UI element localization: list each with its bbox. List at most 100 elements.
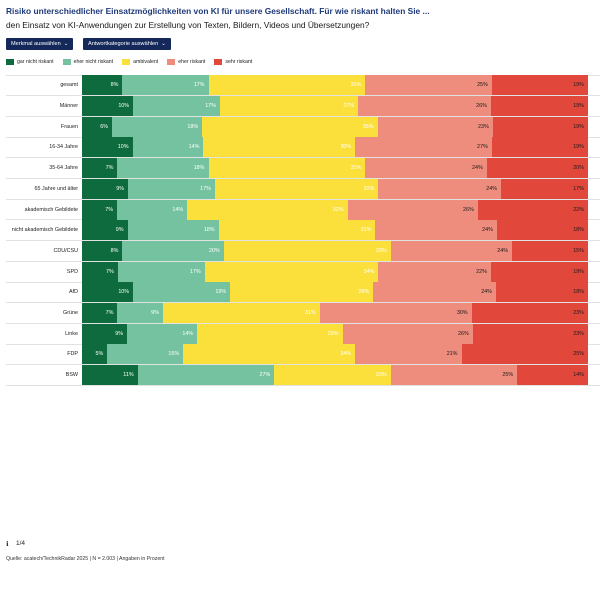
data-label: 31% <box>350 165 362 172</box>
feature-select-label: Merkmal auswählen <box>11 41 61 47</box>
bar-segment <box>471 303 589 323</box>
data-label: 23% <box>478 123 489 130</box>
answer-category-dropdown[interactable]: Antwortkategorie auswählen ⌄ <box>83 38 171 50</box>
row-separator <box>6 385 600 386</box>
category-label: BSW <box>65 372 78 379</box>
bar-segment <box>82 158 118 179</box>
data-label: 17% <box>573 185 584 192</box>
row-separator <box>6 74 600 76</box>
legend-swatch <box>6 59 14 65</box>
bar-segment <box>377 116 494 137</box>
legend-item: sehr riskant <box>214 59 252 65</box>
data-label: 26% <box>476 103 487 109</box>
bar-segment <box>133 96 221 116</box>
data-label: 18% <box>193 165 205 172</box>
legend-swatch <box>167 59 176 65</box>
bar-segment <box>137 365 275 386</box>
data-label: 17% <box>200 185 211 192</box>
bar-segment <box>122 240 224 261</box>
bar-segment <box>512 240 589 261</box>
legend-label: gar nicht riskant <box>17 59 54 65</box>
category-label: FDP <box>67 351 78 358</box>
bar-segment <box>82 344 108 365</box>
bar-segment <box>203 137 356 158</box>
bar-segment <box>82 303 118 323</box>
data-label: 22% <box>573 206 584 213</box>
bar-segment <box>127 220 219 241</box>
data-label: 35% <box>362 123 374 130</box>
data-label: 7% <box>105 206 114 213</box>
data-label: 31% <box>350 82 362 89</box>
chart-title: Risiko unterschiedlicher Einsatzmöglichk… <box>6 6 430 16</box>
page-indicator: 1/4 <box>16 540 26 547</box>
data-label: 31% <box>360 227 372 234</box>
legend-swatch <box>214 59 223 65</box>
data-label: 7% <box>105 165 114 172</box>
bar-segment <box>162 303 321 323</box>
legend-item: gar nicht riskant <box>6 59 54 65</box>
data-label: 14% <box>188 144 200 151</box>
data-label: 7% <box>105 268 114 275</box>
bar-segment <box>274 365 391 386</box>
bar-segment <box>214 178 379 199</box>
bar-segment <box>82 199 118 220</box>
data-label: 27% <box>343 103 354 109</box>
answer-select-label: Antwortkategorie auswählen <box>88 41 159 47</box>
bar-segment <box>223 240 391 261</box>
legend-label: eher nicht riskant <box>73 59 114 65</box>
data-label: 29% <box>327 330 339 337</box>
data-label: 30% <box>340 144 352 151</box>
data-label: 15% <box>573 247 584 254</box>
bar-segment <box>82 137 133 158</box>
legend-label: ambivalent <box>133 59 159 65</box>
bar-segment <box>128 178 216 199</box>
bar-segment <box>208 75 366 96</box>
data-label: 27% <box>259 372 271 379</box>
bar-segment <box>496 220 589 241</box>
legend-swatch <box>122 59 131 65</box>
bar-segment <box>491 75 589 96</box>
chart-legend: gar nicht riskant eher nicht riskant ambiv… <box>6 57 261 67</box>
bar-segment <box>501 178 589 199</box>
data-label: 7% <box>105 310 114 316</box>
bar-segment <box>82 178 129 199</box>
data-label: 25% <box>477 82 488 89</box>
data-label: 23% <box>573 330 584 337</box>
chevron-down-icon: ⌄ <box>63 41 69 47</box>
bar-segment <box>378 178 502 199</box>
data-label: 10% <box>118 289 130 296</box>
bar-segment <box>517 365 589 386</box>
data-label: 9% <box>115 227 124 234</box>
info-icon[interactable]: ℹ <box>6 541 9 548</box>
data-label: 9% <box>151 310 159 316</box>
legend-item: eher nicht riskant <box>62 59 114 65</box>
bar-segment <box>132 137 204 158</box>
row-separator <box>6 322 600 324</box>
row-separator <box>6 281 600 283</box>
data-label: 19% <box>573 123 584 130</box>
bar-segment <box>82 240 123 261</box>
category-label: gesamt <box>60 82 78 89</box>
row-separator <box>6 260 600 262</box>
bar-segment <box>82 220 128 241</box>
bar-segment <box>208 158 366 179</box>
bar-segment <box>117 303 164 323</box>
bar-segment <box>82 365 138 386</box>
data-label: 24% <box>486 185 498 192</box>
data-label: 10% <box>118 103 130 109</box>
data-label: 26% <box>457 330 469 337</box>
bar-segment <box>355 137 493 158</box>
bar-segment <box>117 199 188 220</box>
feature-select-dropdown[interactable]: Merkmal auswählen ⌄ <box>6 38 74 50</box>
bar-segment <box>82 75 123 96</box>
row-separator <box>6 198 600 200</box>
row-separator <box>6 364 600 366</box>
bar-segment <box>117 261 205 282</box>
legend-label: sehr riskant <box>225 59 253 65</box>
data-label: 27% <box>477 144 488 151</box>
data-label: 24% <box>482 227 493 234</box>
data-label: 8% <box>110 247 119 254</box>
category-label: 35-64 Jahre <box>49 165 78 172</box>
row-separator <box>6 302 600 304</box>
data-label: 24% <box>497 247 509 254</box>
